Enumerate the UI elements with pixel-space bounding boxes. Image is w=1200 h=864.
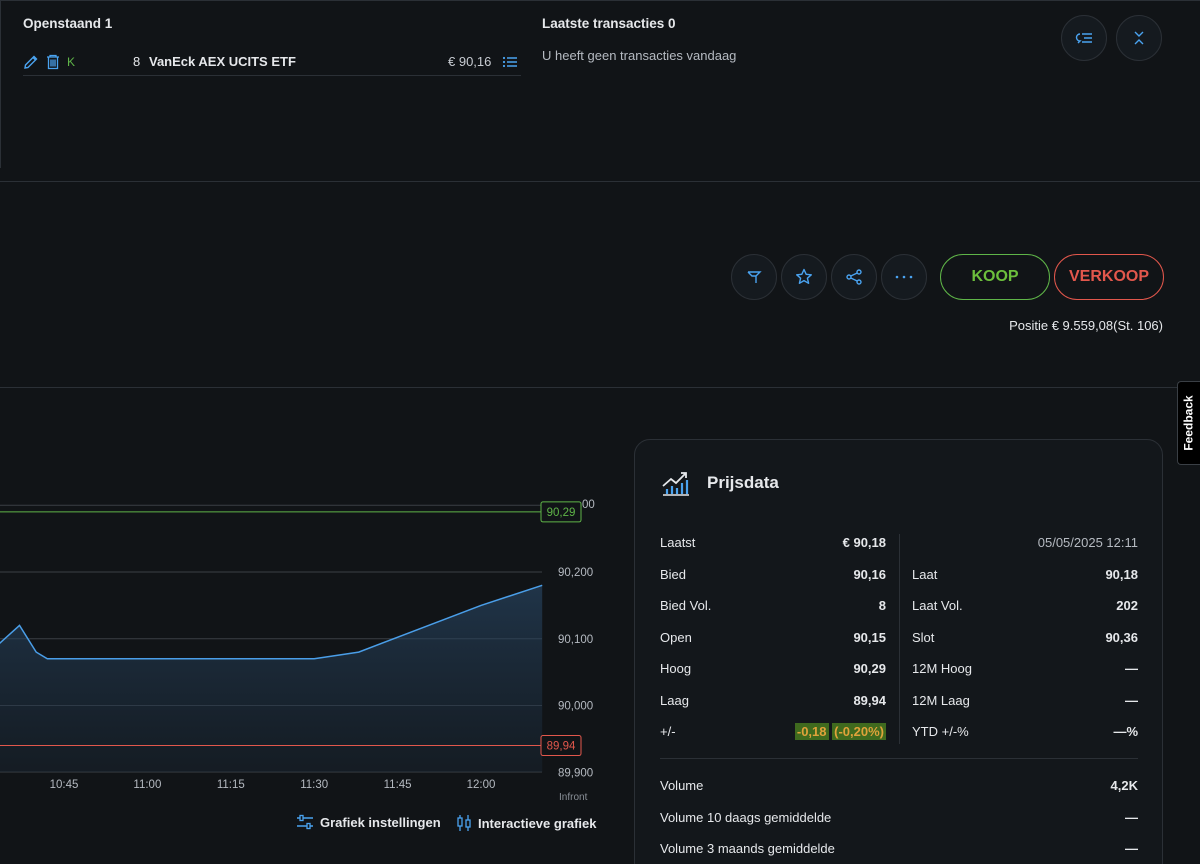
low-marker-box (540, 735, 582, 757)
trash-icon[interactable] (45, 54, 61, 70)
flag-icon (747, 271, 762, 283)
share-button[interactable] (831, 254, 877, 300)
high-marker-box (540, 501, 582, 523)
series-line (0, 584, 543, 660)
pd-row-change: +/- -0,18 (-0,20%) (660, 723, 886, 740)
pd-row-laat-vol: Laat Vol. 202 (912, 598, 1138, 613)
star-icon (796, 268, 812, 284)
x-tick-label: 11:15 (217, 779, 245, 791)
pd-row-12m-hoog: 12M Hoog — (912, 661, 1138, 676)
collapse-icon (1134, 31, 1144, 45)
change-pct: (-0,20%) (832, 723, 886, 740)
order-price: € 90,16 (448, 54, 492, 69)
price-data-card: Prijsdata Laatst € 90,18 Bied 90,16 Bied V… (634, 439, 1163, 864)
low-marker-label: 89,94 (547, 741, 576, 753)
pd-row-slot: Slot 90,36 (912, 630, 1138, 645)
sell-button[interactable]: VERKOOP (1054, 254, 1164, 300)
candlestick-icon (457, 815, 471, 831)
interactive-chart-button[interactable]: Interactieve grafiek (456, 814, 597, 832)
open-orders-title: Openstaand 1 (23, 16, 113, 31)
section-divider-1 (0, 181, 1200, 182)
pd-row-volume-3m: Volume 3 maands gemiddelde — (660, 841, 1138, 856)
flag-button[interactable] (731, 254, 777, 300)
order-side: K (67, 54, 76, 69)
volume-divider (660, 758, 1138, 759)
chart-growth-icon (662, 472, 689, 496)
chart-settings-label: Grafiek instellingen (320, 814, 441, 830)
x-tick-label: 11:30 (300, 779, 328, 791)
top-border (0, 0, 1200, 1)
x-tick-label: 10:45 (50, 779, 79, 791)
y-tick-label: 89,900 (558, 767, 593, 779)
y-tick-label: 90,100 (558, 634, 593, 646)
more-button[interactable] (881, 254, 927, 300)
pd-row-open: Open 90,15 (660, 630, 886, 645)
pd-row-bied: Bied 90,16 (660, 567, 886, 582)
pd-row-volume: Volume 4,2K (660, 778, 1138, 793)
pd-row-laat: Laat 90,18 (912, 567, 1138, 582)
x-tick-label: 11:45 (384, 779, 412, 791)
price-chart[interactable]: 90,29 89,94 00 90,200 90,100 90,000 89,900 10:4… (0, 490, 600, 810)
pd-row-ytd: YTD +/-% —% (912, 724, 1138, 739)
price-data-title: Prijsdata (707, 473, 779, 492)
change-abs: -0,18 (794, 723, 829, 740)
y-tick-label: 90,200 (558, 567, 593, 579)
pd-row-volume-10d: Volume 10 daags gemiddelde — (660, 810, 1138, 825)
feedback-tab[interactable]: Feedback (1177, 381, 1200, 465)
filter-list-button[interactable] (1061, 15, 1107, 61)
share-icon (846, 269, 862, 285)
pd-row-hoog: Hoog 90,29 (660, 661, 886, 676)
y-tick-label: 90,000 (558, 701, 593, 713)
series-area (0, 585, 543, 772)
y-tick-partial: 00 (582, 499, 595, 511)
transactions-title: Laatste transacties 0 (542, 16, 676, 31)
pd-row-laag: Laag 89,94 (660, 693, 886, 708)
pd-row-bied-vol: Bied Vol. 8 (660, 598, 886, 613)
order-name: VanEck AEX UCITS ETF (149, 54, 296, 69)
pd-timestamp: 05/05/2025 12:11 (1037, 535, 1138, 550)
sliders-icon (297, 814, 313, 830)
pd-row-laatst: Laatst € 90,18 (660, 535, 886, 550)
transactions-empty-text: U heeft geen transacties vandaag (542, 48, 737, 63)
section-divider-2 (0, 387, 1200, 388)
high-marker-label: 90,29 (547, 507, 576, 519)
favorite-button[interactable] (781, 254, 827, 300)
chart-source-label: Infront (559, 792, 588, 803)
list-icon[interactable] (502, 55, 518, 69)
edit-icon[interactable] (23, 54, 39, 70)
position-text: Positie € 9.559,08(St. 106) (1009, 318, 1163, 333)
chart-settings-button[interactable]: Grafiek instellingen (296, 814, 441, 830)
feedback-label: Feedback (1182, 395, 1197, 451)
x-tick-label: 11:00 (133, 779, 161, 791)
interactive-chart-label: Interactieve grafiek (478, 815, 597, 831)
more-dots-icon (895, 275, 913, 279)
collapse-button[interactable] (1116, 15, 1162, 61)
column-divider (899, 534, 900, 744)
pd-row-12m-laag: 12M Laag — (912, 693, 1138, 708)
x-tick-label: 12:00 (467, 779, 496, 791)
filter-list-icon (1075, 33, 1092, 44)
left-vline (0, 0, 1, 168)
open-order-row[interactable]: K 8 VanEck AEX UCITS ETF € 90,16 (23, 48, 521, 76)
order-qty: 8 (133, 54, 141, 69)
buy-button[interactable]: KOOP (940, 254, 1050, 300)
